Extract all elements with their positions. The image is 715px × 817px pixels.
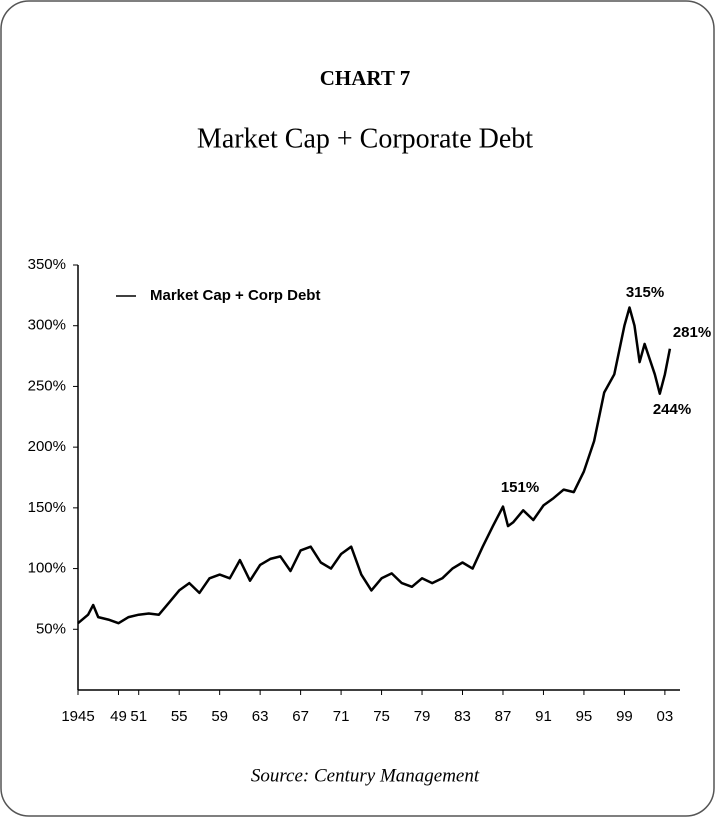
x-tick-label: 1945 — [61, 708, 94, 725]
y-tick-label: 300% — [28, 317, 66, 334]
chart-title: CHART 7 — [320, 66, 410, 90]
x-tick-label: 03 — [657, 708, 674, 725]
source: Source: Century Management — [251, 765, 480, 786]
legend-label: Market Cap + Corp Debt — [150, 287, 320, 304]
x-tick-label: 91 — [535, 708, 552, 725]
annotation: 315% — [626, 284, 664, 301]
x-tick-label: 95 — [576, 708, 593, 725]
x-tick-label: 87 — [495, 708, 512, 725]
x-tick-label: 51 — [130, 708, 147, 725]
y-tick-label: 200% — [28, 438, 66, 455]
y-tick-label: 50% — [36, 620, 66, 637]
x-tick-label: 55 — [171, 708, 188, 725]
x-tick-label: 79 — [414, 708, 431, 725]
x-tick-label: 49 — [110, 708, 127, 725]
x-tick-label: 99 — [616, 708, 633, 725]
y-tick-label: 350% — [28, 256, 66, 273]
y-tick-label: 100% — [28, 560, 66, 577]
x-tick-label: 59 — [211, 708, 228, 725]
y-tick-label: 250% — [28, 377, 66, 394]
y-tick-label: 150% — [28, 499, 66, 516]
chart-subtitle: Market Cap + Corporate Debt — [197, 123, 533, 154]
x-tick-label: 67 — [292, 708, 309, 725]
x-tick-label: 83 — [454, 708, 471, 725]
x-tick-label: 71 — [333, 708, 350, 725]
annotation: 281% — [673, 324, 711, 341]
x-tick-label: 63 — [252, 708, 269, 725]
annotation: 244% — [653, 401, 691, 418]
annotation: 151% — [501, 479, 539, 496]
series-line — [77, 306, 672, 625]
x-tick-label: 75 — [373, 708, 390, 725]
